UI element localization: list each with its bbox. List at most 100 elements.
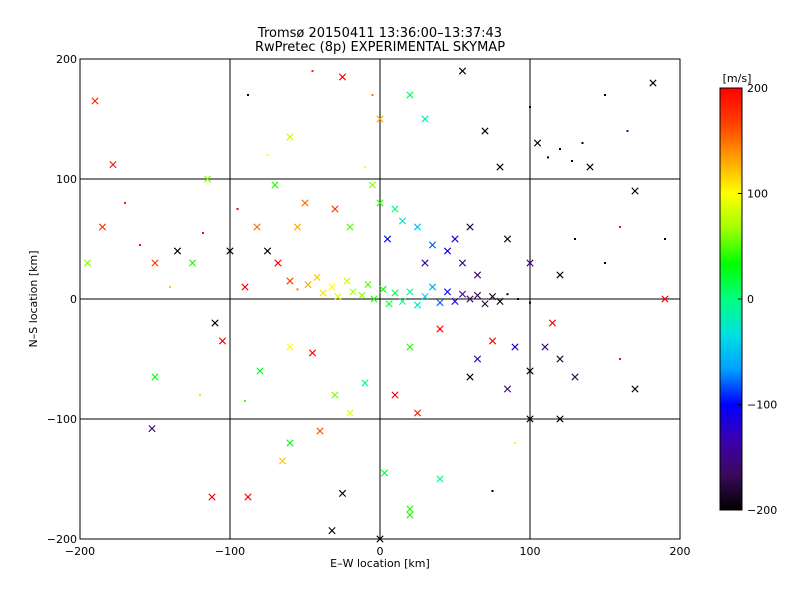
data-point-dot xyxy=(244,400,246,402)
y-tick-label: 100 xyxy=(56,173,77,186)
data-point-x xyxy=(293,223,302,231)
data-point-x xyxy=(376,199,384,207)
data-point-x xyxy=(331,205,339,213)
data-point-x xyxy=(380,469,389,477)
data-point-stroke xyxy=(293,223,302,231)
data-point-stroke xyxy=(661,295,669,303)
data-point-dot xyxy=(506,293,509,296)
data-point-x xyxy=(338,73,347,81)
data-point-x xyxy=(148,425,156,433)
data-point-x xyxy=(334,293,342,301)
data-point-stroke xyxy=(406,91,414,99)
data-point-x xyxy=(458,259,467,267)
data-point-x xyxy=(109,161,117,169)
data-point-stroke xyxy=(319,289,327,297)
data-point-x xyxy=(511,343,519,351)
data-point-x xyxy=(271,181,279,189)
data-point-x xyxy=(631,187,639,195)
data-point-x xyxy=(83,259,92,267)
data-point-dot xyxy=(364,166,366,168)
x-tick-label: 100 xyxy=(520,545,541,558)
data-point-x xyxy=(406,343,414,351)
data-point-x xyxy=(188,259,197,267)
data-point-stroke xyxy=(376,115,384,123)
data-point-stroke xyxy=(421,259,429,267)
data-point-x xyxy=(319,289,327,297)
data-point-stroke xyxy=(473,355,482,363)
data-point-x xyxy=(503,385,512,393)
data-point-stroke xyxy=(473,271,482,279)
data-point-stroke xyxy=(109,161,117,169)
data-point-x xyxy=(533,139,542,147)
data-point-stroke xyxy=(436,475,444,483)
data-point-x xyxy=(91,97,99,105)
data-point-x xyxy=(556,355,564,363)
data-point-stroke xyxy=(91,97,99,105)
data-point-stroke xyxy=(649,79,657,87)
data-point-dot xyxy=(581,142,584,144)
data-point-dot xyxy=(371,94,374,96)
data-point-x xyxy=(286,343,294,351)
data-point-stroke xyxy=(511,343,519,351)
data-point-stroke xyxy=(533,139,542,147)
data-point-stroke xyxy=(151,259,159,267)
data-point-x xyxy=(370,295,378,303)
data-point-stroke xyxy=(151,373,159,381)
data-point-x xyxy=(458,290,467,298)
data-point-x xyxy=(526,415,534,423)
data-point-x xyxy=(226,247,234,255)
data-point-x xyxy=(406,288,414,296)
data-point-dot xyxy=(664,238,666,240)
data-point-stroke xyxy=(406,288,414,296)
data-point-x xyxy=(473,355,482,363)
data-point-stroke xyxy=(481,127,489,135)
data-point-stroke xyxy=(338,73,347,81)
data-point-dot xyxy=(266,154,269,156)
data-point-x xyxy=(328,283,336,291)
data-point-dot xyxy=(311,70,314,72)
data-point-dot xyxy=(619,358,621,360)
data-point-x xyxy=(346,409,354,417)
data-point-stroke xyxy=(328,283,336,291)
data-point-x xyxy=(481,300,489,308)
data-point-stroke xyxy=(286,277,294,285)
x-tick-label: 0 xyxy=(377,545,384,558)
data-point-stroke xyxy=(358,291,366,299)
data-point-x xyxy=(391,391,399,399)
data-point-x xyxy=(286,439,294,447)
data-point-stroke xyxy=(556,415,564,423)
data-point-stroke xyxy=(398,297,407,305)
data-point-stroke xyxy=(304,281,312,289)
data-point-x xyxy=(443,288,452,296)
data-point-x xyxy=(376,115,384,123)
data-point-x xyxy=(436,475,444,483)
data-point-x xyxy=(631,385,639,393)
data-point-stroke xyxy=(343,277,351,285)
data-point-x xyxy=(331,391,339,399)
data-point-x xyxy=(256,367,264,375)
data-point-stroke xyxy=(301,199,309,207)
data-point-x xyxy=(304,281,312,289)
x-tick-label: 200 xyxy=(670,545,691,558)
data-point-stroke xyxy=(370,295,378,303)
data-point-dot xyxy=(296,288,299,291)
y-axis-ticks: −200 −100 0 100 200 xyxy=(47,53,77,546)
data-point-stroke xyxy=(83,259,92,267)
data-point-stroke xyxy=(338,489,347,497)
data-point-x xyxy=(286,277,294,285)
data-point-stroke xyxy=(406,343,414,351)
grid-lines xyxy=(80,59,680,539)
data-point-stroke xyxy=(316,427,324,435)
data-point-x xyxy=(358,291,366,299)
data-point-stroke xyxy=(413,409,422,417)
colorbar-tick-label: 100 xyxy=(747,188,768,201)
data-point-x xyxy=(488,293,497,301)
data-point-stroke xyxy=(334,293,342,301)
data-point-x xyxy=(391,289,399,297)
colorbar-tick-label: 0 xyxy=(747,293,754,306)
colorbar-tick-label: 200 xyxy=(747,82,768,95)
data-point-stroke xyxy=(526,259,534,267)
data-point-dot xyxy=(199,394,201,396)
data-point-x xyxy=(413,223,422,231)
data-point-stroke xyxy=(256,367,264,375)
